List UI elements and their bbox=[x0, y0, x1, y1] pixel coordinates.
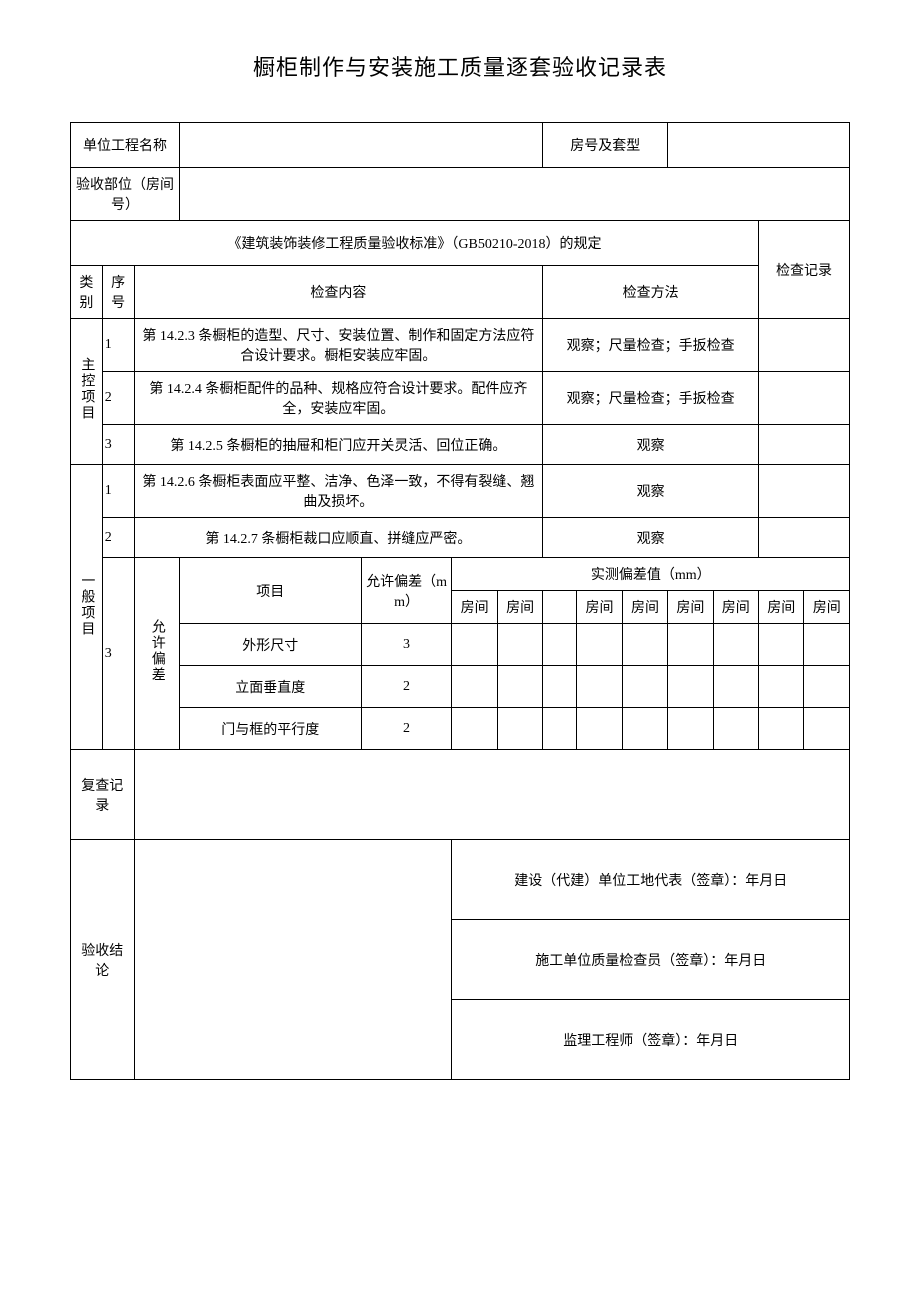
dev-item-3: 门与框的平行度 bbox=[179, 708, 361, 750]
method-header: 检查方法 bbox=[543, 266, 759, 319]
inspection-table: 单位工程名称 房号及套型 验收部位（房间号） 《建筑装饰装修工程质量验收标准》（… bbox=[70, 122, 850, 1080]
review-value[interactable] bbox=[134, 750, 849, 840]
main-content-1: 第 14.2.3 条橱柜的造型、尺寸、安装位置、制作和固定方法应符合设计要求。橱… bbox=[134, 319, 543, 372]
dev-val-1-9[interactable] bbox=[804, 624, 850, 666]
room-col-7: 房间 bbox=[713, 591, 758, 624]
general-record-1[interactable] bbox=[759, 465, 850, 518]
deviation-measured-header: 实测偏差值（mm） bbox=[452, 558, 850, 591]
signature-contractor[interactable]: 施工单位质量检查员（签章）：年月日 bbox=[452, 920, 850, 1000]
dev-val-1-2[interactable] bbox=[497, 624, 542, 666]
page-title: 橱柜制作与安装施工质量逐套验收记录表 bbox=[70, 50, 850, 82]
dev-val-2-4[interactable] bbox=[577, 666, 622, 708]
deviation-tolerance-header: 允许偏差（mm） bbox=[361, 558, 452, 624]
room-type-value[interactable] bbox=[668, 123, 850, 168]
general-category-label: 一般项目 bbox=[71, 465, 103, 750]
dev-item-1: 外形尺寸 bbox=[179, 624, 361, 666]
dev-val-2-3[interactable] bbox=[543, 666, 577, 708]
dev-val-1-4[interactable] bbox=[577, 624, 622, 666]
dev-val-1-7[interactable] bbox=[713, 624, 758, 666]
main-content-2: 第 14.2.4 条橱柜配件的品种、规格应符合设计要求。配件应齐全，安装应牢固。 bbox=[134, 372, 543, 425]
dev-val-1-1[interactable] bbox=[452, 624, 497, 666]
deviation-seq: 3 bbox=[102, 558, 134, 750]
main-record-2[interactable] bbox=[759, 372, 850, 425]
general-seq-1: 1 bbox=[102, 465, 134, 518]
dev-val-3-2[interactable] bbox=[497, 708, 542, 750]
room-col-8: 房间 bbox=[759, 591, 804, 624]
dev-val-3-9[interactable] bbox=[804, 708, 850, 750]
general-record-2[interactable] bbox=[759, 518, 850, 558]
room-col-5: 房间 bbox=[622, 591, 667, 624]
room-col-4: 房间 bbox=[577, 591, 622, 624]
signature-supervisor[interactable]: 监理工程师（签章）：年月日 bbox=[452, 1000, 850, 1080]
dev-tol-1: 3 bbox=[361, 624, 452, 666]
general-seq-2: 2 bbox=[102, 518, 134, 558]
main-category-label: 主控项目 bbox=[71, 319, 103, 465]
dev-val-3-5[interactable] bbox=[622, 708, 667, 750]
dev-val-2-2[interactable] bbox=[497, 666, 542, 708]
dev-val-1-3[interactable] bbox=[543, 624, 577, 666]
dev-val-2-9[interactable] bbox=[804, 666, 850, 708]
dev-tol-2: 2 bbox=[361, 666, 452, 708]
room-col-9: 房间 bbox=[804, 591, 850, 624]
seq-header: 序号 bbox=[102, 266, 134, 319]
dev-val-1-6[interactable] bbox=[668, 624, 713, 666]
main-record-3[interactable] bbox=[759, 425, 850, 465]
dev-val-3-8[interactable] bbox=[759, 708, 804, 750]
dev-val-3-6[interactable] bbox=[668, 708, 713, 750]
conclusion-value[interactable] bbox=[134, 840, 452, 1080]
general-method-2: 观察 bbox=[543, 518, 759, 558]
conclusion-label: 验收结论 bbox=[71, 840, 135, 1080]
dev-item-2: 立面垂直度 bbox=[179, 666, 361, 708]
dev-val-3-1[interactable] bbox=[452, 708, 497, 750]
general-content-2: 第 14.2.7 条橱柜裁口应顺直、拼缝应严密。 bbox=[134, 518, 543, 558]
main-record-1[interactable] bbox=[759, 319, 850, 372]
main-content-3: 第 14.2.5 条橱柜的抽屉和柜门应开关灵活、回位正确。 bbox=[134, 425, 543, 465]
standard-reference: 《建筑装饰装修工程质量验收标准》（GB50210-2018）的规定 bbox=[71, 221, 759, 266]
dev-val-3-3[interactable] bbox=[543, 708, 577, 750]
main-seq-1: 1 bbox=[102, 319, 134, 372]
deviation-group-label: 允许偏差 bbox=[134, 558, 179, 750]
general-content-1: 第 14.2.6 条橱柜表面应平整、洁净、色泽一致，不得有裂缝、翘曲及损坏。 bbox=[134, 465, 543, 518]
dev-val-2-6[interactable] bbox=[668, 666, 713, 708]
inspection-part-value[interactable] bbox=[179, 168, 849, 221]
deviation-item-header: 项目 bbox=[179, 558, 361, 624]
inspection-part-label: 验收部位（房间号） bbox=[71, 168, 180, 221]
dev-val-2-1[interactable] bbox=[452, 666, 497, 708]
room-col-3[interactable] bbox=[543, 591, 577, 624]
dev-val-1-8[interactable] bbox=[759, 624, 804, 666]
dev-val-3-4[interactable] bbox=[577, 708, 622, 750]
general-method-1: 观察 bbox=[543, 465, 759, 518]
main-method-3: 观察 bbox=[543, 425, 759, 465]
room-col-2: 房间 bbox=[497, 591, 542, 624]
dev-tol-3: 2 bbox=[361, 708, 452, 750]
main-method-2: 观察；尺量检查；手扳检查 bbox=[543, 372, 759, 425]
dev-val-2-7[interactable] bbox=[713, 666, 758, 708]
room-col-1: 房间 bbox=[452, 591, 497, 624]
room-type-label: 房号及套型 bbox=[543, 123, 668, 168]
signature-construction[interactable]: 建设（代建）单位工地代表（签章）：年月日 bbox=[452, 840, 850, 920]
dev-val-2-8[interactable] bbox=[759, 666, 804, 708]
category-header: 类别 bbox=[71, 266, 103, 319]
review-label: 复查记录 bbox=[71, 750, 135, 840]
content-header: 检查内容 bbox=[134, 266, 543, 319]
room-col-6: 房间 bbox=[668, 591, 713, 624]
dev-val-2-5[interactable] bbox=[622, 666, 667, 708]
main-seq-2: 2 bbox=[102, 372, 134, 425]
main-seq-3: 3 bbox=[102, 425, 134, 465]
project-name-value[interactable] bbox=[179, 123, 542, 168]
main-method-1: 观察；尺量检查；手扳检查 bbox=[543, 319, 759, 372]
record-header: 检查记录 bbox=[759, 221, 850, 319]
dev-val-1-5[interactable] bbox=[622, 624, 667, 666]
dev-val-3-7[interactable] bbox=[713, 708, 758, 750]
project-name-label: 单位工程名称 bbox=[71, 123, 180, 168]
